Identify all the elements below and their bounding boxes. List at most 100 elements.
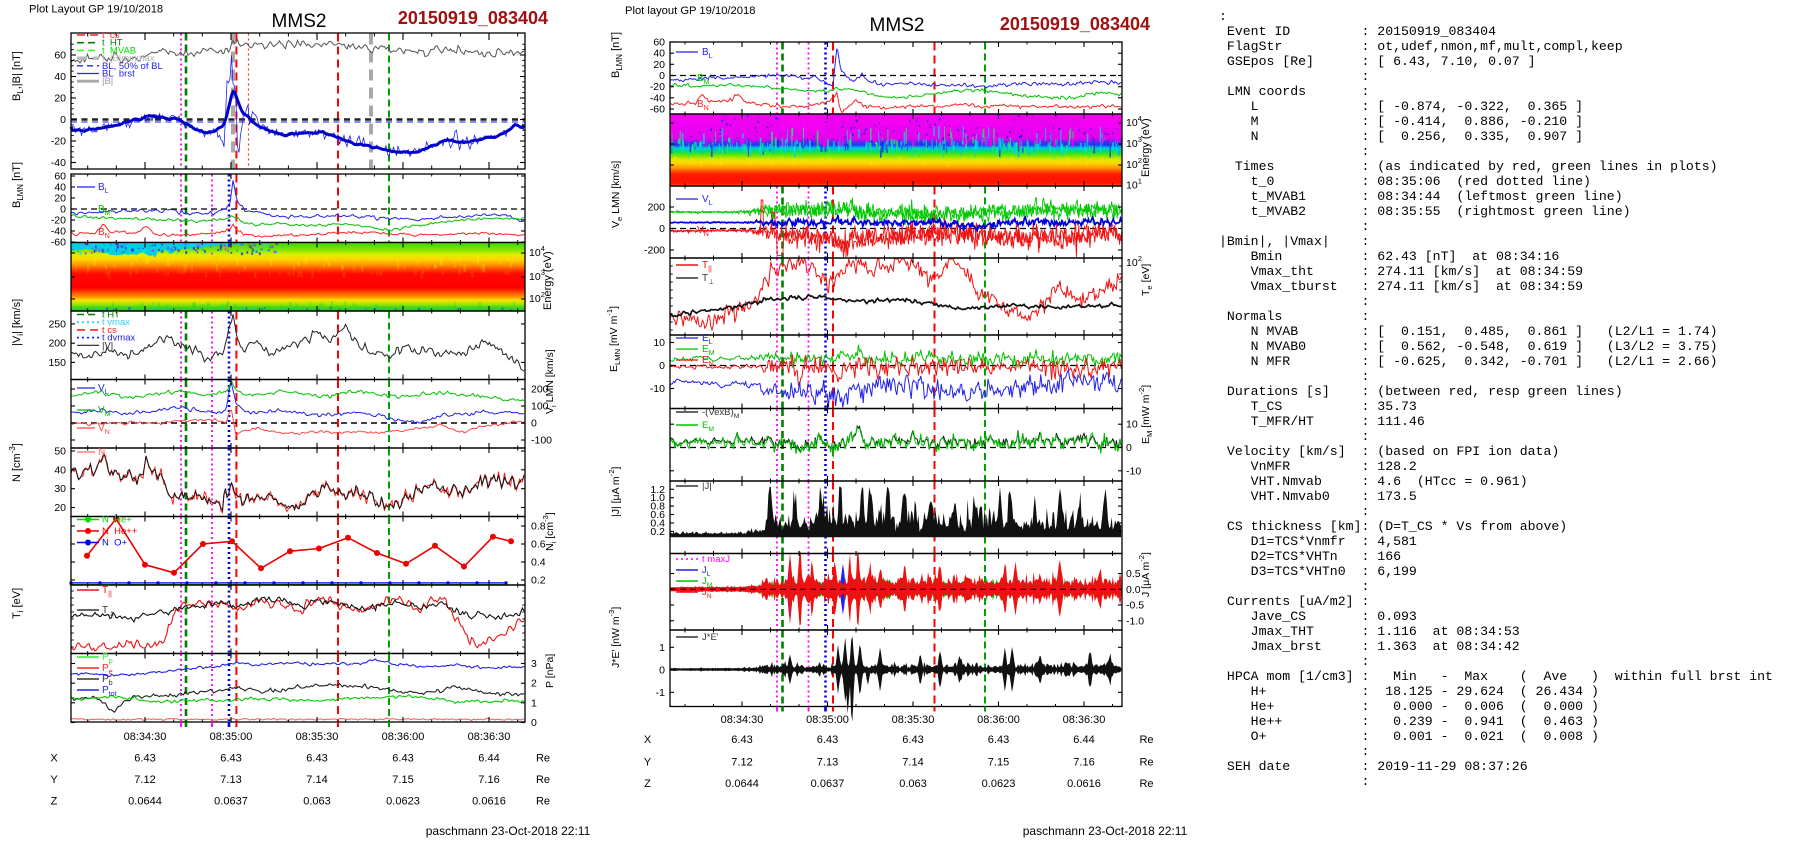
svg-text:0.8: 0.8	[650, 501, 665, 513]
svg-text:60: 60	[54, 50, 66, 62]
svg-text:08:35:30: 08:35:30	[892, 714, 935, 726]
svg-text:08:35:30: 08:35:30	[296, 731, 339, 743]
svg-text:BL, 50% of BL: BL, 50% of BL	[102, 61, 163, 72]
svg-text:6.43: 6.43	[731, 734, 752, 746]
svg-text:|V|: |V|	[102, 340, 113, 351]
svg-text:T||: T||	[702, 260, 712, 273]
svg-text:104: 104	[1126, 114, 1142, 129]
svg-text:|Vi| [km/s]: |Vi| [km/s]	[11, 299, 25, 346]
svg-text:10: 10	[653, 337, 665, 349]
svg-text:BM: BM	[697, 73, 710, 86]
svg-text:Vi LMN [km/s]: Vi LMN [km/s]	[544, 349, 558, 414]
svg-text:Pb: Pb	[102, 674, 113, 687]
svg-text:1: 1	[659, 642, 665, 654]
svg-text:08:35:00: 08:35:00	[806, 714, 849, 726]
svg-text:-20: -20	[51, 136, 66, 148]
svg-text:-200: -200	[644, 245, 665, 257]
svg-text:Energy (eV): Energy (eV)	[1140, 118, 1152, 177]
svg-text:-1: -1	[656, 687, 665, 699]
svg-text:0.0: 0.0	[1126, 584, 1141, 596]
svg-text:0.2: 0.2	[531, 575, 546, 587]
svg-text:-10: -10	[650, 383, 665, 395]
svg-text:0.063: 0.063	[303, 796, 331, 808]
svg-text:BL: BL	[702, 47, 713, 60]
svg-text:Re: Re	[536, 753, 550, 765]
svg-text:104: 104	[529, 244, 545, 259]
svg-text:BLMN [nT]: BLMN [nT]	[610, 32, 624, 78]
svg-text:-40: -40	[650, 92, 665, 104]
svg-text:08:34:30: 08:34:30	[721, 714, 764, 726]
svg-text:0: 0	[659, 664, 665, 676]
svg-text:0: 0	[531, 418, 537, 430]
svg-text:Ve LMN [km/s]: Ve LMN [km/s]	[610, 161, 624, 228]
svg-text:Ti [eV]: Ti [eV]	[11, 588, 25, 619]
svg-text:08:36:30: 08:36:30	[1063, 714, 1106, 726]
svg-text:08:36:00: 08:36:00	[977, 714, 1020, 726]
svg-text:7.14: 7.14	[902, 757, 923, 769]
svg-text:Y: Y	[50, 774, 58, 786]
svg-text:-(VexB)M: -(VexB)M	[702, 407, 740, 420]
svg-text:t HT: t HT	[102, 310, 120, 321]
svg-text:3: 3	[531, 658, 537, 670]
svg-text:VL: VL	[98, 383, 109, 396]
svg-text:6.43: 6.43	[988, 734, 1009, 746]
svg-text:T⊥: T⊥	[702, 273, 714, 286]
svg-text:40: 40	[653, 48, 665, 60]
svg-text:0.0616: 0.0616	[1067, 778, 1101, 790]
svg-text:JM: JM	[702, 576, 713, 589]
svg-text:6.44: 6.44	[478, 753, 499, 765]
svg-text:X: X	[50, 753, 58, 765]
svg-text:-100: -100	[531, 435, 552, 447]
svg-text:Z: Z	[51, 796, 58, 808]
svg-text:-0.5: -0.5	[1126, 600, 1144, 612]
svg-text:0.8: 0.8	[531, 521, 546, 533]
svg-text:-40: -40	[51, 226, 66, 238]
svg-text:N O+: N O+	[102, 538, 128, 549]
svg-text:102: 102	[529, 290, 545, 305]
svg-text:7.14: 7.14	[306, 774, 327, 786]
svg-text:0: 0	[659, 70, 665, 82]
svg-text:6.43: 6.43	[392, 753, 413, 765]
svg-text:1: 1	[531, 697, 537, 709]
svg-text:-1.0: -1.0	[1126, 615, 1144, 627]
svg-text:Re: Re	[536, 796, 550, 808]
svg-text:103: 103	[1126, 135, 1142, 150]
svg-text:VN: VN	[98, 423, 110, 436]
svg-text:20: 20	[54, 502, 66, 514]
svg-text:0.0644: 0.0644	[128, 796, 162, 808]
svg-text:Pe: Pe	[102, 663, 113, 676]
svg-text:7.12: 7.12	[731, 757, 752, 769]
svg-text:7.13: 7.13	[817, 757, 838, 769]
svg-text:T⊥: T⊥	[102, 605, 114, 618]
svg-text:200: 200	[48, 338, 66, 350]
svg-text:BN: BN	[697, 99, 709, 112]
svg-text:-60: -60	[650, 104, 665, 116]
svg-text:EN: EN	[702, 355, 714, 368]
svg-text:-20: -20	[51, 215, 66, 227]
svg-text:Ptot: Ptot	[102, 685, 117, 698]
svg-text:7.13: 7.13	[220, 774, 241, 786]
svg-text:0.0623: 0.0623	[982, 778, 1016, 790]
svg-text:N He+: N He+	[102, 515, 132, 526]
svg-text:Pp: Pp	[102, 652, 113, 665]
svg-text:7.15: 7.15	[988, 757, 1009, 769]
svg-text:Re: Re	[1139, 757, 1153, 769]
svg-text:0.0644: 0.0644	[725, 778, 759, 790]
svg-text:0.4: 0.4	[650, 517, 665, 529]
svg-text:|J|: |J|	[702, 481, 712, 492]
svg-text:N [cm-3]: N [cm-3]	[8, 443, 23, 482]
svg-text:paschmann 23-Oct-2018 22:11: paschmann 23-Oct-2018 22:11	[426, 824, 591, 838]
svg-text:BL brst: BL brst	[102, 69, 135, 80]
svg-text:ELMN [mV m-1]: ELMN [mV m-1]	[605, 306, 622, 372]
svg-text:20150919_083404: 20150919_083404	[1000, 14, 1150, 34]
svg-text:0: 0	[531, 717, 537, 729]
svg-text:08:36:30: 08:36:30	[468, 731, 511, 743]
svg-text:Y: Y	[644, 757, 652, 769]
svg-text:20150919_083404: 20150919_083404	[398, 8, 548, 28]
svg-text:J*E': J*E'	[702, 632, 719, 643]
svg-text:2: 2	[531, 678, 537, 690]
svg-text:0.063: 0.063	[899, 778, 927, 790]
svg-text:VN: VN	[697, 225, 709, 238]
svg-text:Re: Re	[1139, 778, 1153, 790]
svg-text:6.43: 6.43	[902, 734, 923, 746]
